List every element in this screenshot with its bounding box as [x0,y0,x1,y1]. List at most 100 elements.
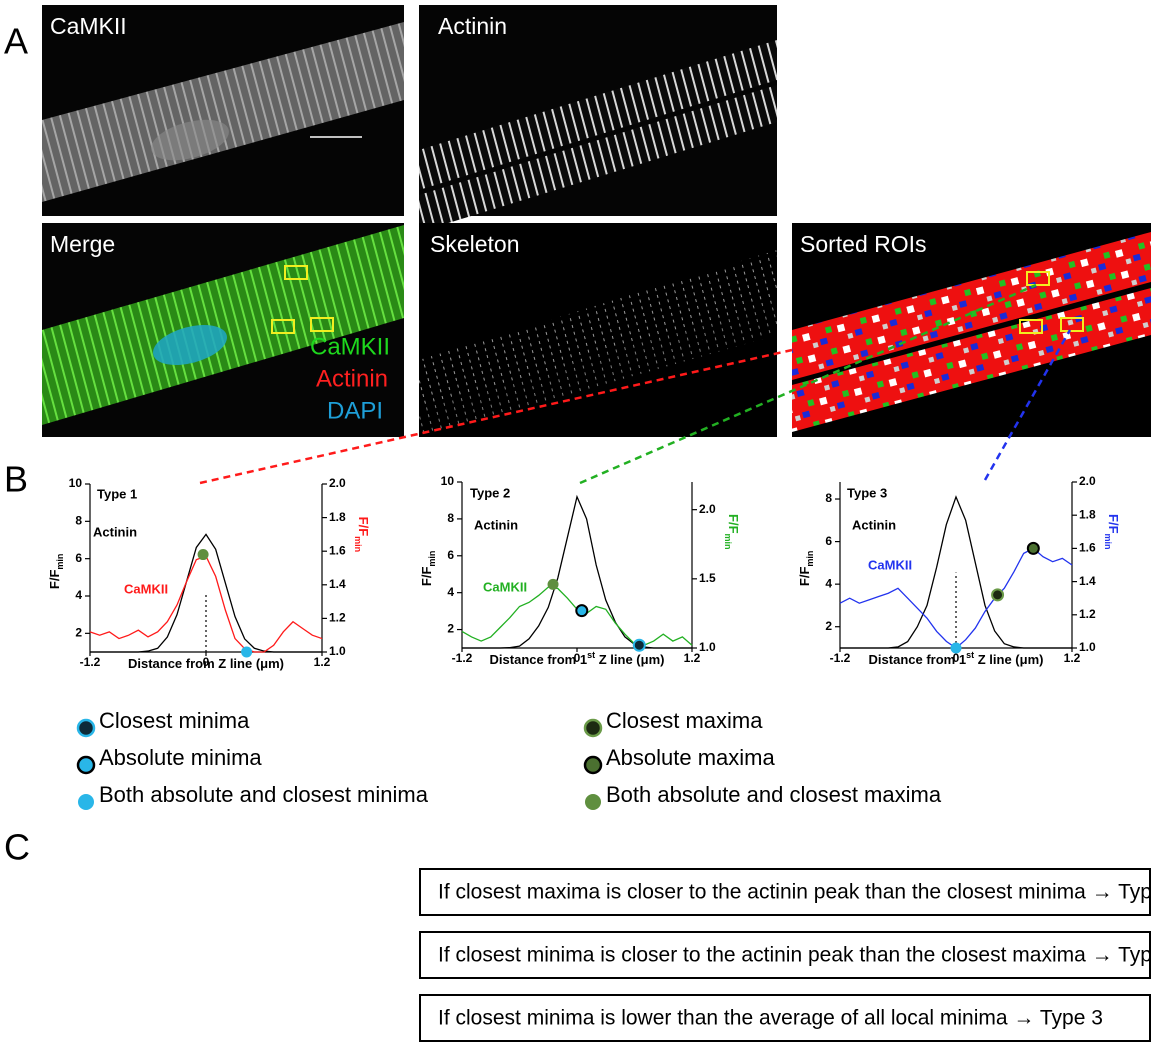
y-tick-label: 8 [447,511,454,525]
panel-label: A [4,21,28,62]
y2label-label: F/Fmin [723,514,741,550]
y-tick-label: 10 [441,474,455,488]
y2-tick-label: 2.0 [329,476,346,490]
y-tick-label: 4 [447,585,454,599]
y2-tick-label: 1.6 [1079,541,1096,555]
chart-title: Type 2 [470,485,510,500]
y2label-label-text: F/F [1106,514,1121,534]
y2-tick-label: 1.4 [1079,574,1096,588]
marker [576,605,587,616]
marker [951,643,962,654]
y2-tick-label: 1.0 [329,644,346,658]
x-axis-label-part: st [966,650,974,660]
chart-title: Type 3 [847,485,887,500]
y2-tick-label: 1.2 [329,611,346,625]
y2label-label-text: F/F [726,514,741,534]
ylabel-label-text: F/F [47,570,62,590]
image-label: Actinin [438,13,507,39]
image-label: Sorted ROIs [800,231,927,257]
ylabel-label-sub: min [55,554,65,570]
image-label: Skeleton [430,231,520,257]
legend-marker [585,757,601,773]
ylabel-label: F/Fmin [419,551,437,587]
x-tick-label: -1.2 [80,655,101,669]
y-tick-label: 10 [69,476,83,490]
ylabel-label-text: F/F [419,567,434,587]
series-line [90,556,322,652]
legend-marker [585,794,601,810]
panel-label: B [4,459,28,500]
series-line [462,587,692,645]
channel-label: CaMKII [310,333,390,360]
ylabel-label: F/Fmin [797,551,815,587]
legend-label: Closest minima [99,708,250,733]
y2-tick-label: 1.5 [699,571,716,585]
series-label: CaMKII [868,557,912,572]
legend-label: Closest maxima [606,708,763,733]
y2-tick-label: 2.0 [699,502,716,516]
ylabel-label: F/Fmin [47,554,65,590]
x-axis-label-part: Distance from 1 [490,652,588,667]
channel-label: Actinin [316,365,388,392]
marker [634,640,645,651]
y2-tick-label: 1.8 [329,510,346,524]
x-axis-label-part: Z line (μm) [595,652,664,667]
y2-tick-label: 2.0 [1079,474,1096,488]
x-tick-label: -1.2 [452,651,473,665]
legend-label: Both absolute and closest maxima [606,782,942,807]
y-tick-label: 2 [447,622,454,636]
y-tick-label: 2 [825,619,832,633]
figure: A CaMKII Actinin Merge CaMKII Actinin DA… [0,0,1151,1057]
y2label-label-sub: min [1103,534,1113,550]
image-label: CaMKII [50,13,127,39]
marker [1028,543,1039,554]
marker [241,647,252,658]
y-tick-label: 6 [825,534,832,548]
y2-tick-label: 1.8 [1079,507,1096,521]
legend-marker [78,757,94,773]
y2label-label-text: F/F [356,517,371,537]
series-label: Actinin [474,517,518,532]
y2label-label-sub: min [723,534,733,550]
y-tick-label: 2 [75,626,82,640]
x-axis-label-part: st [587,650,595,660]
marker [992,589,1003,600]
y2-tick-label: 1.0 [699,640,716,654]
x-tick-label: -1.2 [830,651,851,665]
y2-tick-label: 1.6 [329,543,346,557]
ylabel-label-text: F/F [797,567,812,587]
legend-marker [585,720,601,736]
series-label: CaMKII [483,579,527,594]
rule-text: If closest minima is closer to the actin… [438,944,1151,967]
x-tick-label: 1.2 [314,655,331,669]
series-label: CaMKII [124,581,168,596]
series-label: Actinin [93,524,137,539]
panel-label: C [4,827,30,868]
y-tick-label: 4 [75,588,82,602]
ylabel-label-sub: min [805,551,815,567]
legend-marker [78,794,94,810]
chart-title: Type 1 [97,486,137,501]
x-axis-label: Distance from 1st Z line (μm) [490,650,665,667]
y2label-label-sub: min [353,536,363,552]
y2-tick-label: 1.2 [1079,607,1096,621]
page-body: { "panel_a": {"label": "A", "images": [ … [0,0,1151,1057]
y-tick-label: 8 [75,514,82,528]
page: Figure body { margin: 0; background: #ff… [0,0,1151,1057]
rule-text: If closest minima is lower than the aver… [438,1007,1103,1030]
rule-text: If closest maxima is closer to the actin… [438,881,1151,904]
x-axis-label: Distance from Z line (μm) [128,656,284,671]
series-label: Actinin [852,517,896,532]
x-axis-label-part: Z line (μm) [974,652,1043,667]
y2-tick-label: 1.0 [1079,640,1096,654]
marker [548,579,559,590]
legend-label: Both absolute and closest minima [99,782,429,807]
x-axis-label-part: Distance from 1 [869,652,967,667]
legend-label: Absolute maxima [606,745,776,770]
y-tick-label: 4 [825,576,832,590]
marker [198,549,209,560]
x-axis-label-part: Distance from Z line (μm) [128,656,284,671]
x-tick-label: 1.2 [1064,651,1081,665]
legend-marker [78,720,94,736]
y-tick-label: 6 [75,551,82,565]
